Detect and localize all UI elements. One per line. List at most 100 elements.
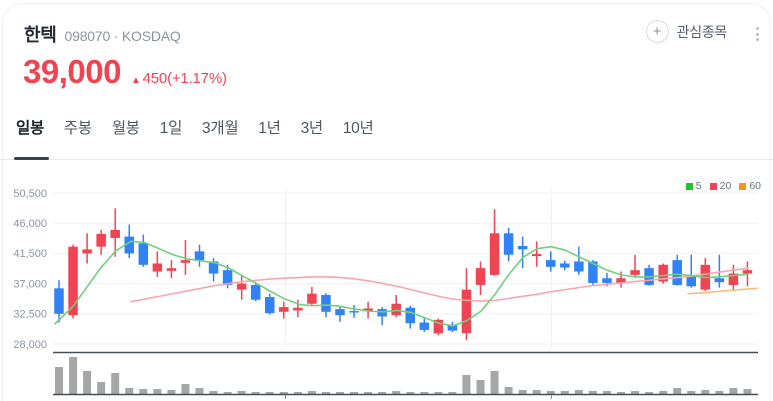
volume-bar bbox=[364, 392, 373, 394]
volume-bar bbox=[97, 382, 106, 394]
volume-bar bbox=[378, 392, 387, 394]
candle-down bbox=[335, 309, 345, 316]
candle-up bbox=[96, 233, 106, 247]
candle-up bbox=[630, 270, 640, 275]
volume-bar bbox=[321, 392, 330, 394]
candle-down bbox=[138, 243, 149, 265]
volume-bar bbox=[743, 389, 752, 394]
volume-bar bbox=[265, 392, 274, 394]
volume-bar bbox=[420, 392, 429, 394]
candle-up bbox=[658, 264, 668, 282]
volume-bar bbox=[476, 380, 485, 394]
tab-10년[interactable]: 10년 bbox=[342, 120, 374, 137]
stock-header: 한텍 098070 · KOSDAQ bbox=[24, 21, 181, 47]
active-tab-indicator bbox=[14, 157, 49, 160]
legend-swatch bbox=[709, 182, 717, 190]
volume-bar bbox=[659, 391, 668, 394]
volume-bar bbox=[307, 391, 316, 394]
y-axis-label: 28,000 bbox=[13, 339, 47, 351]
candle-up bbox=[236, 283, 247, 290]
legend-ma60: 60 bbox=[739, 180, 761, 192]
y-axis-label: 50,500 bbox=[13, 188, 47, 200]
tab-3개월[interactable]: 3개월 bbox=[202, 120, 239, 137]
y-axis-label: 46,000 bbox=[13, 218, 47, 230]
y-axis-label: 37,000 bbox=[13, 278, 47, 290]
candle-down bbox=[194, 251, 205, 261]
candle-up bbox=[391, 303, 401, 316]
volume-bar bbox=[448, 392, 457, 394]
volume-bar bbox=[602, 391, 611, 394]
tab-3년[interactable]: 3년 bbox=[300, 120, 324, 137]
candle-down bbox=[447, 325, 458, 331]
tab-1일[interactable]: 1일 bbox=[159, 120, 183, 137]
candle-down bbox=[672, 260, 682, 285]
more-menu-icon[interactable] bbox=[754, 25, 761, 43]
volume-bar bbox=[617, 392, 625, 394]
volume-bar bbox=[167, 390, 176, 394]
legend-swatch bbox=[739, 182, 747, 190]
volume-bar bbox=[237, 391, 246, 394]
volume-bar bbox=[729, 388, 738, 394]
tab-주봉[interactable]: 주봉 bbox=[63, 120, 92, 137]
volume-bar bbox=[336, 392, 344, 394]
candle-up bbox=[728, 273, 739, 285]
volume-bar bbox=[560, 391, 569, 394]
legend-label: 20 bbox=[719, 180, 732, 192]
volume-bar bbox=[350, 392, 359, 394]
volume-bar bbox=[69, 357, 78, 394]
candle-up bbox=[363, 308, 373, 312]
period-tabs: 일봉 주봉 월봉 1일 3개월 1년 3년 10년 bbox=[16, 112, 374, 150]
ma5-line bbox=[54, 240, 749, 327]
candle-up bbox=[279, 307, 289, 312]
legend-swatch bbox=[685, 182, 693, 190]
volume-bar bbox=[574, 390, 583, 394]
volume-bar bbox=[462, 375, 471, 394]
stock-name: 한텍 bbox=[24, 25, 57, 45]
volume-bar bbox=[279, 392, 288, 394]
candle-down bbox=[560, 263, 570, 268]
volume-bar bbox=[181, 384, 190, 394]
volume-bar bbox=[209, 391, 218, 394]
volume-bar bbox=[293, 392, 302, 394]
volume-bar bbox=[125, 388, 134, 394]
candle-up bbox=[489, 233, 500, 275]
candle-down bbox=[349, 311, 359, 313]
volume-bar bbox=[55, 367, 63, 394]
price-change: ▲ 450(+1.17%) bbox=[131, 70, 227, 87]
watchlist-label: 관심종목 bbox=[676, 23, 728, 40]
volume-bar bbox=[532, 390, 541, 394]
volume-bar bbox=[715, 391, 724, 394]
candle-up bbox=[475, 268, 486, 285]
ma20-line bbox=[130, 267, 749, 303]
candle-up bbox=[180, 260, 191, 263]
candle-down bbox=[265, 297, 275, 314]
candle-down bbox=[686, 274, 696, 287]
volume-bar bbox=[645, 392, 654, 394]
volume-bar bbox=[153, 389, 162, 394]
price-volume-chart[interactable]: 50,500 46,000 41,500 37,000 32,500 28,000 bbox=[0, 175, 773, 401]
candle-up bbox=[742, 270, 753, 274]
volume-bar bbox=[631, 391, 640, 394]
candle-down bbox=[588, 261, 598, 283]
volume-bar bbox=[434, 392, 443, 394]
change-text: 450(+1.17%) bbox=[142, 70, 227, 87]
candle-down bbox=[250, 284, 261, 300]
volume-bar bbox=[673, 388, 682, 394]
add-watchlist-button[interactable]: + 관심종목 bbox=[645, 20, 728, 43]
tab-일봉[interactable]: 일봉 bbox=[16, 120, 44, 137]
candle-down bbox=[321, 295, 331, 312]
candle-up bbox=[461, 289, 472, 334]
volume-bar bbox=[83, 371, 92, 394]
volume-bar bbox=[701, 390, 710, 394]
volume-bar bbox=[588, 391, 597, 394]
tab-1년[interactable]: 1년 bbox=[258, 120, 281, 137]
tab-월봉[interactable]: 월봉 bbox=[111, 120, 140, 137]
candle-up bbox=[531, 254, 542, 257]
legend-label: 60 bbox=[749, 180, 761, 192]
volume-bar bbox=[251, 392, 260, 394]
volume-bar bbox=[518, 390, 527, 394]
legend-ma5: 5 bbox=[685, 180, 702, 192]
candle-up bbox=[152, 263, 163, 272]
ma-legend: 5 20 60 bbox=[685, 180, 761, 192]
